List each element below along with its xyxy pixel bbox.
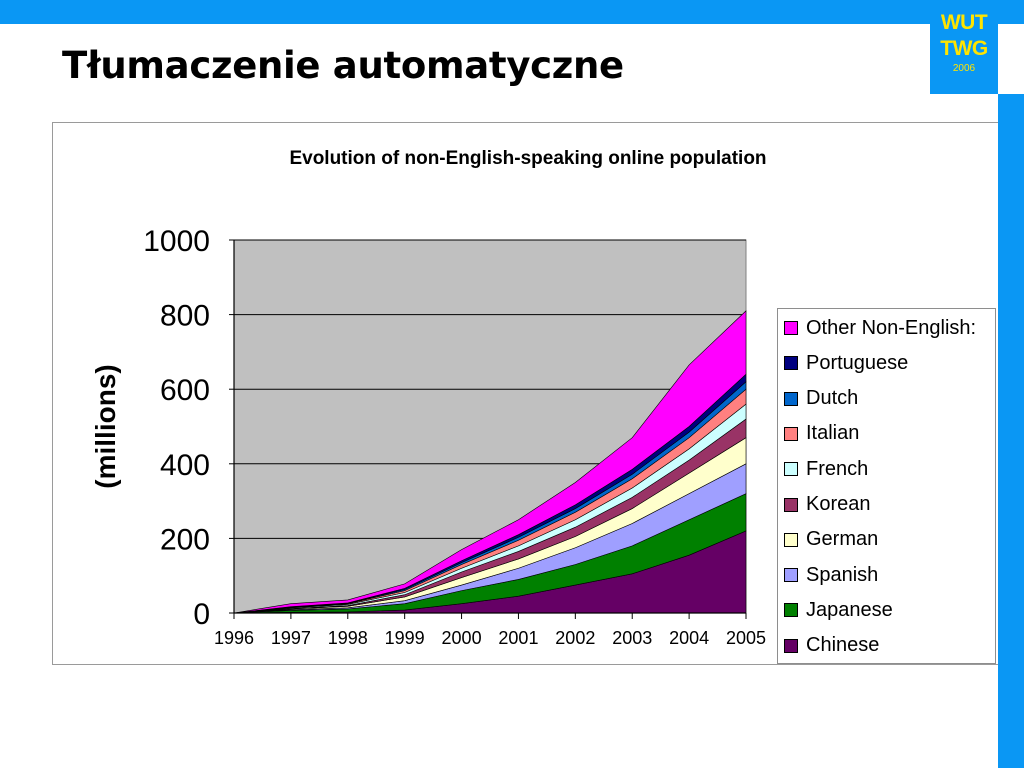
legend-label-chinese: Chinese — [806, 634, 880, 657]
legend-swatch-german — [784, 532, 798, 547]
logo-line-2: TWG — [940, 37, 988, 60]
legend-label-portuguese: Portuguese — [806, 351, 909, 374]
legend-label-german: German — [806, 528, 879, 551]
x-tick-label-2000: 2000 — [442, 628, 482, 648]
legend-swatch-portuguese — [784, 356, 798, 371]
legend-label-dutch: Dutch — [806, 387, 859, 410]
right-accent-bar — [998, 94, 1024, 768]
x-tick-label-2001: 2001 — [498, 628, 538, 648]
legend-item-portuguese: Portuguese — [784, 348, 908, 378]
legend-item-dutch: Dutch — [784, 384, 858, 414]
legend-swatch-other-non-english — [784, 321, 798, 335]
y-tick-label-800: 800 — [160, 300, 210, 333]
legend-item-chinese: Chinese — [784, 631, 879, 661]
legend-swatch-french — [784, 462, 798, 477]
legend-swatch-spanish — [784, 568, 798, 583]
chart-title: Evolution of non-English-speaking online… — [289, 148, 766, 169]
x-tick-label-2003: 2003 — [612, 628, 652, 648]
y-tick-label-200: 200 — [160, 523, 210, 556]
chart-legend: Other Non-English: Portuguese Dutch Italian… — [777, 308, 996, 664]
y-tick-label-0: 0 — [193, 598, 210, 631]
legend-item-spanish: Spanish — [784, 560, 878, 590]
x-tick-label-1999: 1999 — [385, 628, 425, 648]
legend-item-italian: Italian — [784, 419, 859, 449]
x-tick-label-2002: 2002 — [555, 628, 595, 648]
stacked-area-chart: Evolution of non-English-speaking online… — [90, 148, 767, 648]
x-tick-label-2004: 2004 — [669, 628, 709, 648]
legend-item-german: German — [784, 525, 878, 555]
y-tick-label-600: 600 — [160, 374, 210, 407]
legend-label-other-non-english: Other Non-English: — [806, 316, 977, 339]
y-tick-label-1000: 1000 — [143, 225, 210, 258]
legend-swatch-chinese — [784, 638, 798, 653]
legend-swatch-dutch — [784, 391, 798, 406]
x-tick-label-1998: 1998 — [328, 628, 368, 648]
logo-year: 2006 — [952, 63, 976, 74]
top-accent-bar — [0, 0, 1024, 24]
legend-label-spanish: Spanish — [806, 563, 879, 586]
legend-swatch-italian — [784, 426, 798, 441]
legend-item-french: French — [784, 454, 868, 484]
slide-title: Tłumaczenie automatyczne — [62, 44, 624, 87]
legend-label-italian: Italian — [806, 422, 860, 445]
area-series-other-non-english — [233, 310, 747, 614]
legend-label-french: French — [806, 457, 869, 480]
legend-item-korean: Korean — [784, 490, 871, 520]
legend-label-japanese: Japanese — [806, 598, 893, 621]
x-tick-label-1996: 1996 — [214, 628, 254, 648]
legend-swatch-japanese — [784, 603, 798, 618]
legend-item-japanese: Japanese — [784, 595, 893, 625]
legend-label-korean: Korean — [806, 493, 871, 515]
y-axis-label: (millions) — [90, 364, 121, 488]
y-tick-label-400: 400 — [160, 449, 210, 482]
legend-swatch-korean — [784, 497, 798, 512]
logo-line-1: WUT — [940, 11, 988, 34]
wut-twg-logo: WUT TWG 2006 — [930, 0, 998, 94]
x-tick-label-2005: 2005 — [726, 628, 766, 648]
legend-item-other-non-english: Other Non-English: — [784, 313, 976, 343]
x-tick-label-1997: 1997 — [271, 628, 311, 648]
